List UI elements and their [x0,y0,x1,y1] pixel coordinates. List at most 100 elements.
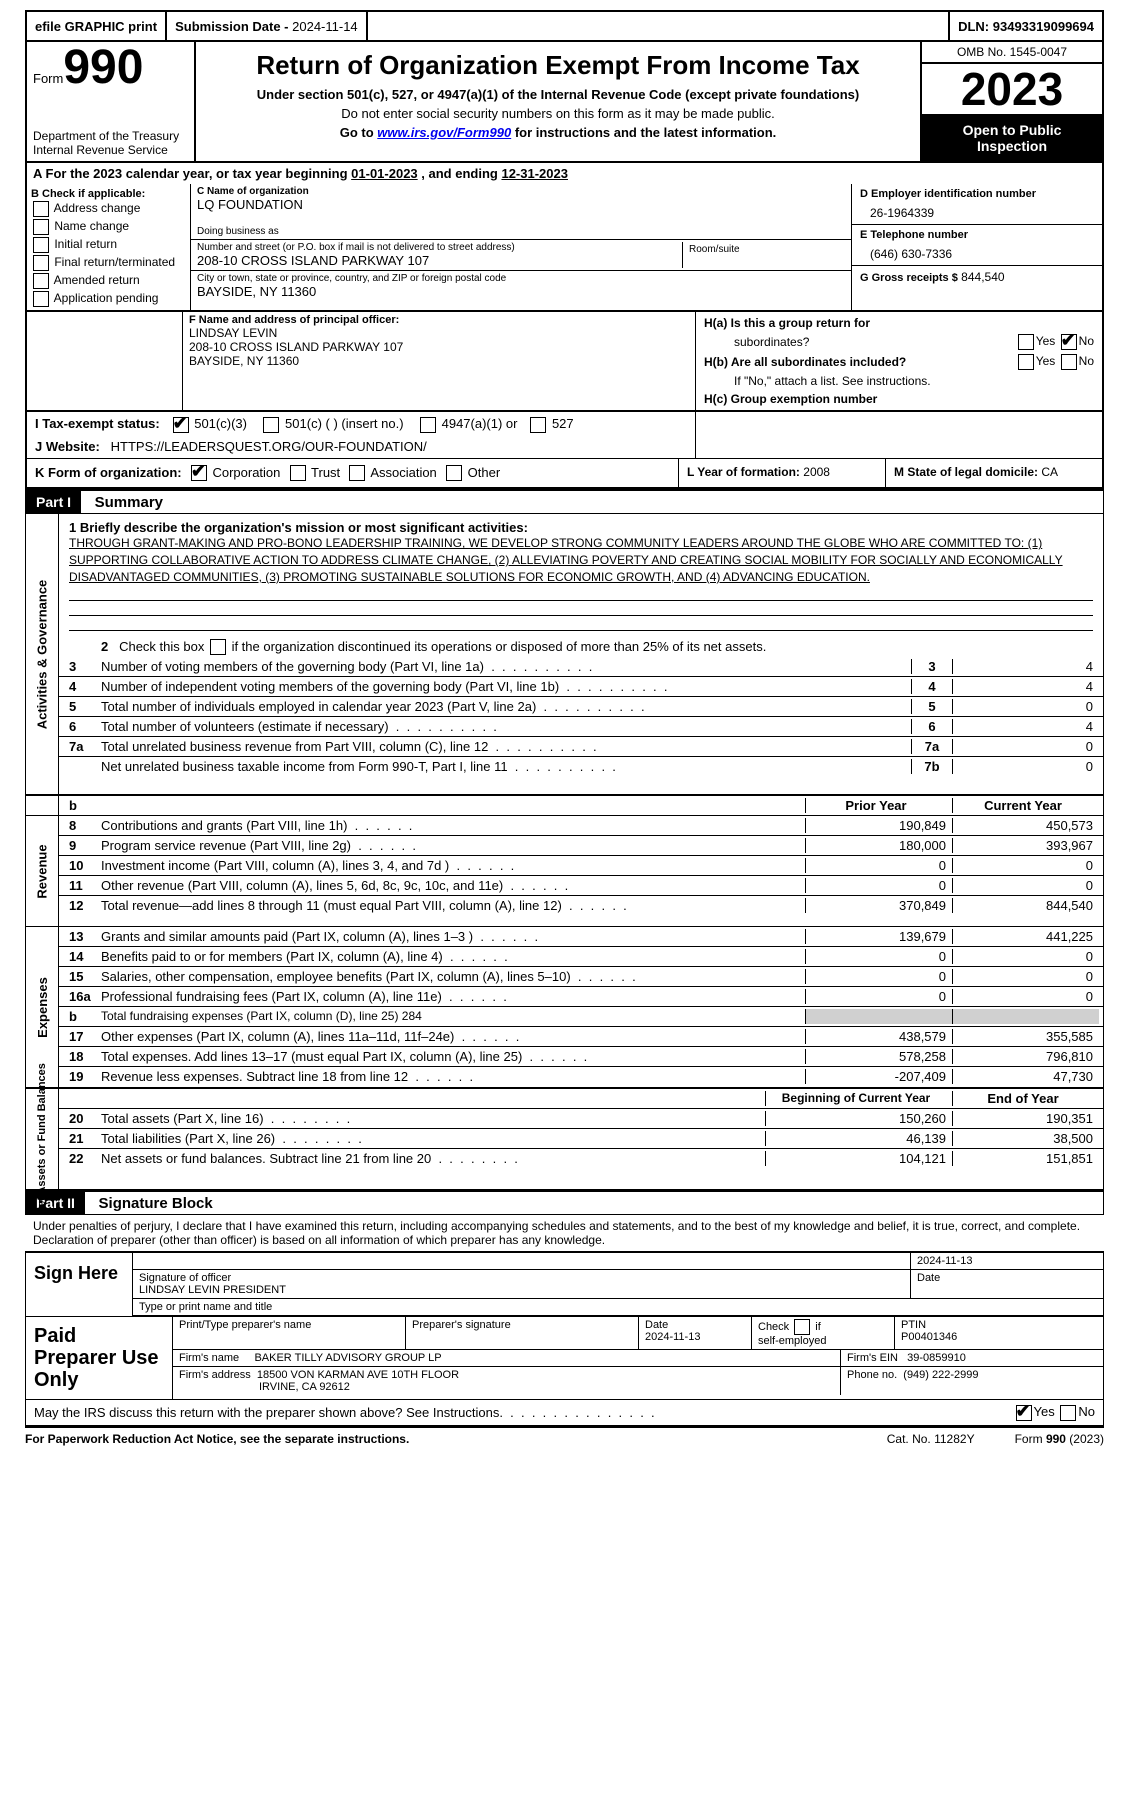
dba-label: Doing business as [197,226,845,237]
end-year-header: End of Year [952,1091,1099,1106]
line-2: 2 Check this box if the organization dis… [101,639,1099,656]
form-label: Form [33,71,63,86]
chk-527[interactable] [530,417,546,433]
chk-corp[interactable] [191,465,207,481]
summary-line-18: 18Total expenses. Add lines 13–17 (must … [59,1047,1103,1067]
summary-line-21: 21Total liabilities (Part X, line 26) . … [59,1129,1103,1149]
section-ijk: I Tax-exempt status: 501(c)(3) 501(c) ( … [25,412,1104,489]
firm-addr2: IRVINE, CA 92612 [179,1381,350,1393]
main-title: Return of Organization Exempt From Incom… [206,50,910,81]
perjury-statement: Under penalties of perjury, I declare th… [25,1215,1104,1251]
dept-label: Department of the Treasury [33,129,188,143]
part1-title: Summary [85,494,163,511]
summary-line-12: 12Total revenue—add lines 8 through 11 (… [59,896,1103,915]
header-right: OMB No. 1545-0047 2023 Open to PublicIns… [920,42,1102,161]
chk-501c[interactable] [263,417,279,433]
chk-amended[interactable]: Amended return [31,272,186,290]
current-year-header: Current Year [952,798,1099,813]
chk-address-change[interactable]: Address change [31,200,186,218]
summary-line-7b: Net unrelated business taxable income fr… [59,757,1103,776]
chk-501c3[interactable] [173,417,189,433]
chk-other[interactable] [446,465,462,481]
beg-year-header: Beginning of Current Year [765,1091,952,1106]
open-to-public: Open to PublicInspection [922,116,1102,161]
chk-discontinued[interactable] [210,639,226,655]
summary-line-4: 4Number of independent voting members of… [59,677,1103,697]
part1-label: Part I [26,491,81,513]
officer-addr2: BAYSIDE, NY 11360 [189,354,689,368]
chk-4947[interactable] [420,417,436,433]
revenue-block: Revenue 8Contributions and grants (Part … [25,816,1104,927]
ein-label: D Employer identification number [860,188,1094,200]
page-footer: For Paperwork Reduction Act Notice, see … [25,1426,1104,1450]
c-name-label: C Name of organization [197,186,845,197]
summary-line-10: 10Investment income (Part VIII, column (… [59,856,1103,876]
vtab-revenue: Revenue [26,816,59,926]
officer-name: LINDSAY LEVIN [189,326,689,340]
ij-right-blank [695,412,1102,458]
summary-line-6: 6Total number of volunteers (estimate if… [59,717,1103,737]
form-header: Form990 Department of the Treasury Inter… [25,42,1104,163]
chk-assoc[interactable] [349,465,365,481]
goto-link[interactable]: www.irs.gov/Form990 [377,125,511,140]
mission-text: THROUGH GRANT-MAKING AND PRO-BONO LEADER… [69,536,1063,584]
ptin-value: P00401346 [901,1331,957,1343]
line-a: A For the 2023 calendar year, or tax yea… [25,163,1104,184]
chk-irs-no[interactable] [1060,1405,1076,1421]
officer-sig-name: LINDSAY LEVIN PRESIDENT [139,1284,286,1296]
part2-title: Signature Block [89,1195,213,1212]
paid-prep-label: Paid Preparer Use Only [26,1317,173,1399]
top-bar: efile GRAPHIC print Submission Date - 20… [25,10,1104,42]
chk-app-pending[interactable]: Application pending [31,290,186,308]
summary-line-13: 13Grants and similar amounts paid (Part … [59,927,1103,947]
top-bar-spacer [368,12,950,40]
activities-governance-block: Activities & Governance 1 Briefly descri… [25,514,1104,795]
chk-final-return[interactable]: Final return/terminated [31,254,186,272]
row-k: K Form of organization: Corporation Trus… [27,458,1102,488]
goto-line: Go to www.irs.gov/Form990 for instructio… [206,125,910,140]
summary-line-9: 9Program service revenue (Part VIII, lin… [59,836,1103,856]
form-ref: Form 990 (2023) [1015,1432,1104,1446]
irs-discuss-row: May the IRS discuss this return with the… [26,1399,1103,1425]
signature-block: Sign Here 2024-11-13 Signature of office… [25,1251,1104,1426]
expenses-block: Expenses 13Grants and similar amounts pa… [25,927,1104,1088]
chk-irs-yes[interactable] [1016,1405,1032,1421]
room-label: Room/suite [689,244,839,255]
submission-date: Submission Date - 2024-11-14 [167,12,368,40]
summary-line-14: 14Benefits paid to or for members (Part … [59,947,1103,967]
form-number: 990 [63,41,143,94]
paperwork-notice: For Paperwork Reduction Act Notice, see … [25,1432,409,1446]
omb-number: OMB No. 1545-0047 [922,42,1102,64]
city-value: BAYSIDE, NY 11360 [197,284,845,299]
summary-line-22: 22Net assets or fund balances. Subtract … [59,1149,1103,1168]
firm-ein: 39-0859910 [907,1352,966,1364]
summary-line-15: 15Salaries, other compensation, employee… [59,967,1103,987]
chk-name-change[interactable]: Name change [31,218,186,236]
prep-date: 2024-11-13 [645,1331,700,1343]
part2-label: Part II [26,1192,85,1214]
row-j: J Website: HTTPS://LEADERSQUEST.ORG/OUR-… [35,439,687,454]
website-value: HTTPS://LEADERSQUEST.ORG/OUR-FOUNDATION/ [111,439,427,454]
section-c: C Name of organization LQ FOUNDATION Doi… [191,184,851,310]
vtab-netassets: Net Assets or Fund Balances [26,1089,59,1189]
vtab-activities: Activities & Governance [26,514,59,794]
firm-addr1: 18500 VON KARMAN AVE 10TH FLOOR [257,1369,459,1381]
chk-trust[interactable] [290,465,306,481]
section-b: B Check if applicable: Address change Na… [27,184,191,310]
tax-year: 2023 [922,64,1102,116]
cat-no: Cat. No. 11282Y [887,1432,975,1446]
date-label: Date [911,1270,1103,1298]
summary-line-8: 8Contributions and grants (Part VIII, li… [59,816,1103,836]
org-name: LQ FOUNDATION [197,197,845,212]
officer-addr1: 208-10 CROSS ISLAND PARKWAY 107 [189,340,689,354]
chk-initial-return[interactable]: Initial return [31,236,186,254]
city-label: City or town, state or province, country… [197,273,845,284]
prep-phone: (949) 222-2999 [903,1369,978,1381]
subtitle: Under section 501(c), 527, or 4947(a)(1)… [206,87,910,102]
prep-sig-label: Preparer's signature [406,1317,639,1349]
ssn-warning: Do not enter social security numbers on … [206,106,910,121]
summary-line-17: 17Other expenses (Part IX, column (A), l… [59,1027,1103,1047]
officer-label: F Name and address of principal officer: [189,314,689,326]
chk-self-emp[interactable] [794,1319,810,1335]
section-f: F Name and address of principal officer:… [183,312,696,410]
